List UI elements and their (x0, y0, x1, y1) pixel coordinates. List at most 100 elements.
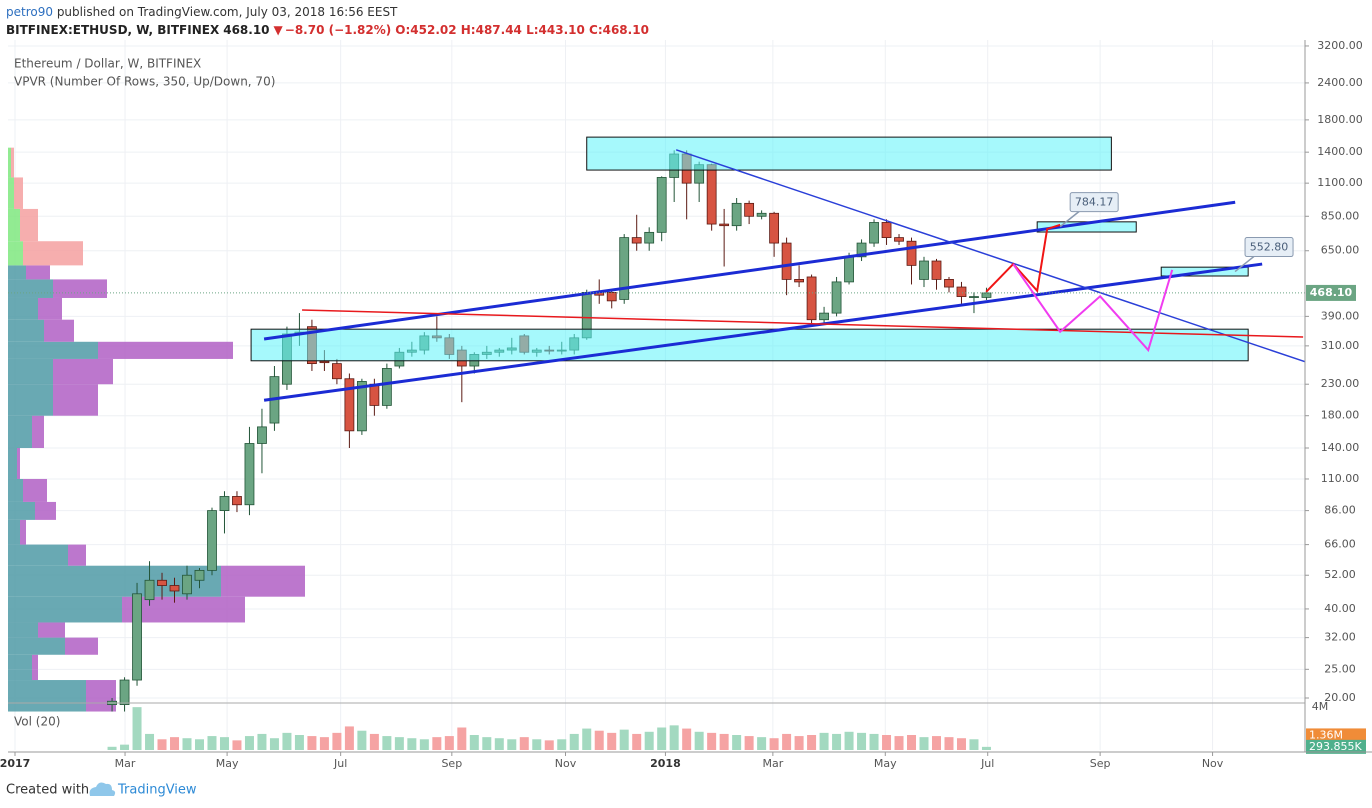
volume-bar (107, 746, 117, 750)
profile-up (8, 544, 68, 566)
candle-body (194, 569, 205, 581)
candle-body (619, 237, 630, 300)
volume-bar (607, 732, 617, 750)
profile-up (8, 622, 38, 638)
x-tick-label: 2017 (0, 757, 30, 770)
candle-body (207, 510, 217, 571)
volume-bar (194, 739, 204, 750)
trend-line (675, 149, 1306, 363)
candle-body (881, 222, 892, 239)
profile-down (26, 265, 50, 280)
volume-ma-label: 1.36M (1309, 728, 1343, 741)
y-tick-label: 110.00 (1321, 472, 1360, 485)
profile-down (20, 208, 38, 242)
volume-bar (145, 733, 155, 750)
profile-up (8, 319, 44, 342)
volume-bar (482, 737, 492, 750)
callout-box (1069, 192, 1119, 213)
y-tick-label: 650.00 (1321, 244, 1360, 257)
x-tick-label: Jul (333, 757, 347, 770)
y-tick-label: 20.00 (1324, 691, 1356, 704)
trend-line (263, 200, 1236, 341)
volume-bar (594, 730, 604, 750)
x-tick-label: Sep (441, 757, 462, 770)
volume-bar (657, 727, 667, 750)
profile-up (8, 447, 17, 479)
last-price-bg (1306, 284, 1356, 301)
volume-bar (869, 733, 879, 750)
profile-down (17, 447, 20, 479)
profile-up (8, 147, 11, 178)
profile-up (8, 596, 122, 623)
profile-down (53, 279, 107, 298)
x-tick-label: Sep (1090, 757, 1111, 770)
volume-bar (632, 733, 642, 750)
profile-down (38, 297, 62, 320)
y-tick-label: 310.00 (1321, 339, 1360, 352)
brand[interactable]: TradingView (117, 783, 197, 798)
y-tick-label: 230.00 (1321, 377, 1360, 390)
volume-bar (956, 738, 966, 750)
trend-line (302, 309, 1304, 338)
candle-body (219, 496, 230, 511)
volume-bar (294, 735, 304, 750)
candle-body (356, 381, 367, 432)
volume-bar (182, 738, 192, 750)
symbol-line: BITFINEX:ETHUSD, W, BITFINEX 468.10 ▼ −8.70… (6, 23, 649, 37)
callout-label: 784.17 (1075, 196, 1114, 209)
candle-body (119, 679, 130, 705)
profile-down (32, 669, 38, 681)
volume-bar (419, 739, 429, 750)
profile-up (8, 177, 14, 209)
author[interactable]: petro90 (6, 5, 53, 19)
y-tick-label: 1400.00 (1317, 145, 1363, 158)
profile-up (8, 279, 53, 298)
volume-bar (207, 736, 217, 750)
trend-line (1012, 263, 1174, 353)
profile-down (23, 478, 47, 502)
profile-down (53, 358, 113, 385)
y-tick-label: 2400.00 (1317, 76, 1363, 89)
profile-down (86, 680, 116, 712)
volume-bar (469, 735, 479, 750)
candle-body (132, 593, 142, 681)
volume-bar (919, 737, 929, 750)
candle-body (656, 177, 667, 233)
volume-bar (120, 744, 130, 750)
volume-bar (807, 735, 817, 750)
candle-body (344, 378, 355, 432)
created-with: Created with (6, 783, 89, 798)
volume-current-label-bg (1306, 739, 1366, 754)
candle-body (744, 202, 755, 217)
candle-body (819, 312, 829, 321)
volume-bar (332, 732, 342, 750)
volume-bar (732, 735, 742, 750)
profile-up (8, 680, 86, 712)
drawings: 784.17 552.80 (250, 136, 1306, 402)
profile-down (38, 622, 65, 638)
y-tick-label: 1800.00 (1317, 113, 1363, 126)
volume-bar (382, 736, 392, 750)
profile-down (32, 654, 38, 670)
volume-bar (170, 737, 180, 750)
volume-bar (457, 727, 467, 750)
profile-down (53, 384, 98, 416)
candle-body (731, 202, 742, 227)
x-tick-label: Mar (762, 757, 783, 770)
profile-up (8, 501, 35, 520)
profile-up (8, 384, 53, 416)
profile-up (8, 241, 23, 266)
volume-bar (669, 725, 679, 750)
candle-body (806, 276, 817, 321)
candle-body (182, 574, 192, 595)
y-tick-label: 850.00 (1321, 209, 1360, 222)
zone-box (586, 136, 1112, 171)
profile-up (8, 208, 20, 242)
y-tick-label: 1100.00 (1317, 176, 1363, 189)
profile-down (32, 415, 44, 448)
volume-bar (407, 738, 417, 750)
callout-pointer (1234, 254, 1256, 273)
profile-down (35, 501, 56, 520)
candle-body (232, 496, 242, 506)
callout-box (1244, 237, 1294, 258)
